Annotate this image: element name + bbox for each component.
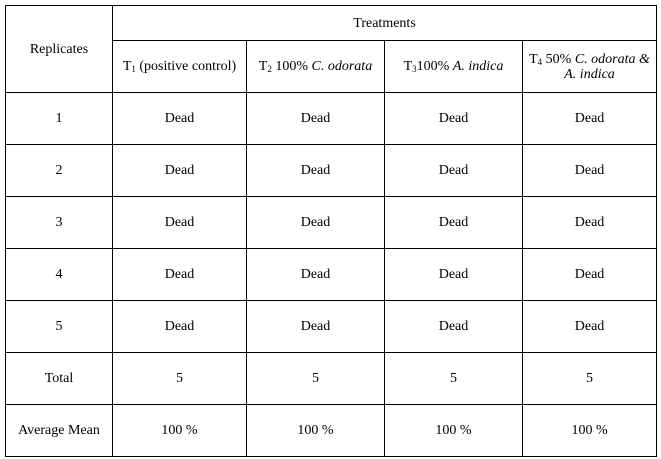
treatment-header-t3: T3100% A. indica [384,40,523,93]
table-cell: 100 % [112,404,247,457]
table-cell: Dead [246,196,385,249]
treatment-header-t1: T1 (positive control) [112,40,247,93]
table-cell: Dead [384,300,523,353]
average-mean-row: Average Mean 100 % 100 % 100 % 100 % [5,404,658,457]
table-cell: Dead [521,300,658,353]
table-row: 4 Dead Dead Dead Dead [5,248,658,301]
table-cell: Dead [112,196,247,249]
table-cell: Dead [246,300,385,353]
row-label: 1 [5,92,113,145]
table-cell: 100 % [384,404,523,457]
table-cell: Dead [521,144,658,197]
table-cell: 100 % [521,404,658,457]
replicates-header: Replicates [5,5,113,93]
treatments-header: Treatments [111,5,658,41]
table-row: 5 Dead Dead Dead Dead [5,300,658,353]
table-cell: Dead [521,196,658,249]
treatment-header-t4: T4 50% C. odorata & A. indica [521,40,658,93]
table-cell: Dead [112,248,247,301]
total-row: Total 5 5 5 5 [5,352,658,405]
table-cell: 5 [521,352,658,405]
table-cell: Dead [384,196,523,249]
table-cell: 100 % [246,404,385,457]
table-cell: 5 [246,352,385,405]
table-row: 3 Dead Dead Dead Dead [5,196,658,249]
treatment-header-t2: T2 100% C. odorata [246,40,385,93]
row-label: Total [5,352,113,405]
table-cell: Dead [384,144,523,197]
results-table: Replicates Treatments T1 (positive contr… [5,5,658,457]
table-row: 1 Dead Dead Dead Dead [5,92,658,145]
table-cell: Dead [384,248,523,301]
table-cell: Dead [521,92,658,145]
table-cell: Dead [521,248,658,301]
table-cell: Dead [112,300,247,353]
table-cell: Dead [112,92,247,145]
row-label: Average Mean [5,404,113,457]
table-cell: Dead [246,248,385,301]
header-row-top: Replicates Treatments [5,5,658,93]
row-label: 2 [5,144,113,197]
table-cell: Dead [246,144,385,197]
row-label: 4 [5,248,113,301]
table-row: 2 Dead Dead Dead Dead [5,144,658,197]
header-row-treatments: T1 (positive control) T2 100% C. odorata… [6,40,658,93]
row-label: 5 [5,300,113,353]
table-cell: 5 [384,352,523,405]
row-label: 3 [5,196,113,249]
table-cell: Dead [384,92,523,145]
table-cell: Dead [246,92,385,145]
table-cell: Dead [112,144,247,197]
table-cell: 5 [112,352,247,405]
